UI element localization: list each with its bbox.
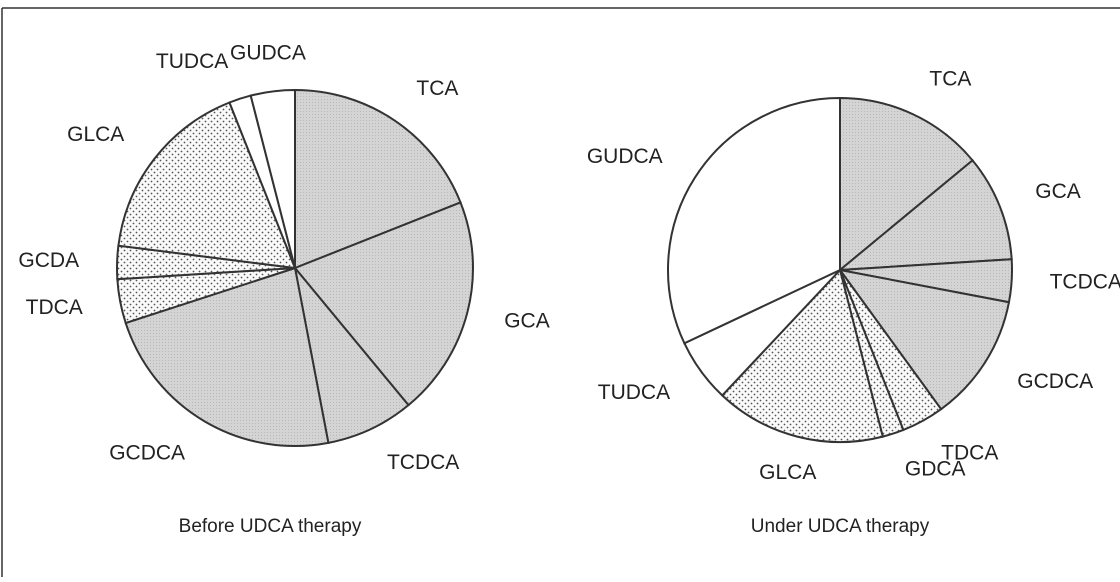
slice-label: GCA — [1035, 180, 1081, 203]
pie-slice — [249, 88, 296, 269]
slice-label: TCDCA — [387, 451, 459, 474]
pie-slice — [667, 96, 841, 345]
slice-label: GUDCA — [230, 41, 306, 64]
slice-label: GUDCA — [587, 145, 663, 168]
pie-slice — [117, 101, 297, 270]
pie-slice — [294, 88, 462, 270]
pie-title: Before UDCA therapy — [179, 516, 362, 537]
pie-slice — [294, 267, 410, 445]
slice-label: GCDA — [18, 249, 79, 272]
slice-label: TCA — [416, 77, 458, 100]
pie-slice — [124, 266, 330, 447]
slice-label: GLCA — [67, 123, 124, 146]
slice-label: TCDCA — [1050, 271, 1120, 294]
slice-label: TCA — [929, 68, 971, 91]
slice-label: TDCA — [941, 442, 998, 465]
pie-slice — [720, 267, 884, 443]
pie-slice — [839, 96, 974, 273]
pie-slice — [837, 268, 1011, 411]
slice-label: TUDCA — [156, 50, 228, 73]
slice-label: GCDCA — [1017, 370, 1093, 393]
pie-slice — [836, 158, 1013, 272]
slice-label: TDCA — [26, 296, 83, 319]
slice-label: TUDCA — [598, 381, 670, 404]
slice-label: GCA — [504, 309, 550, 332]
slice-label: GLCA — [759, 461, 816, 484]
slice-label: GCDCA — [109, 441, 185, 464]
pie-title: Under UDCA therapy — [751, 516, 930, 537]
slice-label: GDCA — [905, 457, 966, 480]
pie-slice — [293, 201, 474, 407]
